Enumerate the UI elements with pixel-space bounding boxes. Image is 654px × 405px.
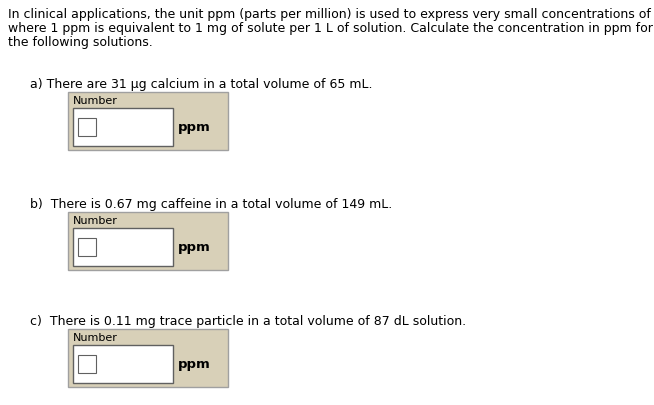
Text: b)  There is 0.67 mg caffeine in a total volume of 149 mL.: b) There is 0.67 mg caffeine in a total … [30, 198, 392, 211]
Bar [73, 109, 173, 147]
Bar [68, 329, 228, 387]
Text: Number: Number [73, 332, 118, 342]
Text: ppm: ppm [178, 121, 211, 134]
Text: c)  There is 0.11 mg trace particle in a total volume of 87 dL solution.: c) There is 0.11 mg trace particle in a … [30, 314, 466, 327]
Bar [78, 355, 96, 373]
Bar [68, 213, 228, 270]
Bar [73, 345, 173, 383]
Bar [73, 228, 173, 266]
Text: ppm: ppm [178, 241, 211, 254]
Text: ppm: ppm [178, 358, 211, 371]
Text: In clinical applications, the unit ppm (parts per million) is used to express ve: In clinical applications, the unit ppm (… [8, 8, 654, 21]
Bar [78, 119, 96, 136]
Text: Number: Number [73, 215, 118, 226]
Text: Number: Number [73, 96, 118, 106]
Text: the following solutions.: the following solutions. [8, 36, 153, 49]
Bar [78, 239, 96, 256]
Text: where 1 ppm is equivalent to 1 mg of solute per 1 L of solution. Calculate the c: where 1 ppm is equivalent to 1 mg of sol… [8, 22, 654, 35]
Bar [68, 93, 228, 151]
Text: a) There are 31 μg calcium in a total volume of 65 mL.: a) There are 31 μg calcium in a total vo… [30, 78, 373, 91]
